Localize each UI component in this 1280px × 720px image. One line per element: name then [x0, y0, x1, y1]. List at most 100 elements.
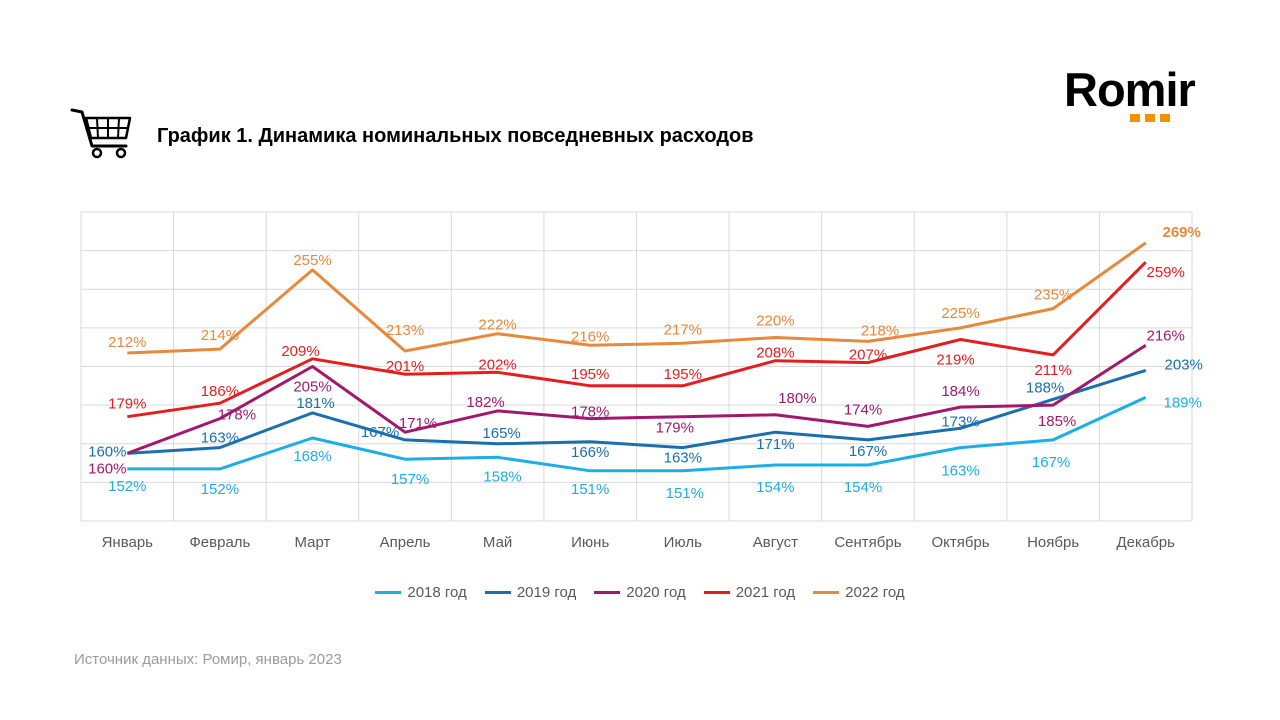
series-line [127, 368, 1147, 455]
legend-label: 2021 год [735, 584, 796, 601]
legend-item: 2022 год [813, 584, 905, 601]
data-label: 213% [386, 322, 424, 339]
x-tick-label: Ноябрь [1027, 534, 1079, 551]
legend-item: 2020 год [594, 584, 686, 601]
data-label: 154% [844, 479, 882, 496]
series-line [126, 344, 1147, 455]
shopping-cart-icon [70, 108, 132, 159]
data-label: 163% [664, 450, 702, 467]
data-label: 219% [936, 352, 974, 369]
data-label: 174% [844, 401, 882, 418]
x-tick-label: Май [483, 534, 512, 551]
series-line [127, 241, 1147, 355]
data-label: 158% [483, 468, 521, 485]
logo-dot [1130, 114, 1140, 122]
series-line [127, 396, 1147, 473]
data-label: 211% [1034, 362, 1071, 379]
data-label: 178% [571, 404, 609, 421]
data-label: 203% [1165, 356, 1203, 373]
data-label: 160% [88, 443, 126, 460]
data-label: 186% [201, 383, 239, 400]
data-label: 167% [361, 424, 399, 441]
legend-swatch [375, 591, 402, 594]
data-label: 218% [861, 322, 899, 339]
data-label: 179% [108, 396, 146, 413]
x-tick-label: Апрель [380, 534, 431, 551]
data-label: 220% [756, 313, 794, 330]
legend-item: 2019 год [484, 584, 577, 601]
data-label: 163% [941, 463, 979, 480]
x-tick-label: Август [753, 534, 798, 551]
data-label: 178% [218, 407, 256, 424]
data-label: 207% [849, 347, 887, 364]
data-source-note: Источник данных: Ромир, январь 2023 [74, 651, 342, 668]
data-label: 152% [108, 478, 146, 495]
line-chart: Январь Февраль Март Апрель Май Июнь Июль Август… [80, 211, 1203, 551]
data-label: 168% [293, 448, 331, 465]
x-tick-label: Октябрь [931, 534, 989, 551]
data-label: 222% [478, 317, 516, 334]
data-label: 214% [201, 327, 239, 344]
data-label: 182% [466, 394, 504, 411]
data-label: 173% [941, 413, 979, 430]
x-tick-label: Январь [102, 534, 154, 551]
data-label: 195% [571, 366, 609, 383]
data-label: 160% [88, 460, 126, 477]
logo-dot [1145, 114, 1155, 122]
legend-swatch [703, 591, 730, 594]
data-label: 255% [293, 252, 331, 269]
data-label: 212% [108, 334, 146, 351]
data-label: 216% [571, 328, 609, 345]
data-label: 209% [281, 343, 319, 360]
legend-label: 2018 год [407, 584, 467, 601]
legend-swatch [594, 591, 621, 594]
data-label: 154% [756, 479, 794, 496]
legend-label: 2020 год [626, 584, 686, 601]
data-label: 152% [201, 481, 239, 498]
logo-text: Romir [1064, 63, 1196, 116]
data-label: 259% [1147, 264, 1185, 281]
data-label: 167% [1032, 454, 1070, 471]
data-label: 179% [656, 420, 694, 437]
data-label: 216% [1147, 327, 1185, 344]
data-label: 166% [571, 444, 609, 461]
data-label: 151% [666, 485, 704, 502]
series-line [127, 261, 1147, 419]
chart-title: График 1. Динамика номинальных повседнев… [157, 125, 754, 147]
data-label: 195% [664, 366, 702, 383]
data-label: 157% [391, 471, 429, 488]
x-tick-label: Март [295, 534, 331, 551]
x-tick-label: Февраль [189, 534, 250, 551]
x-tick-label: Декабрь [1116, 534, 1175, 551]
data-label: 202% [478, 356, 516, 373]
legend-label: 2022 год [845, 584, 905, 601]
data-label: 217% [664, 321, 702, 338]
data-label: 167% [849, 443, 887, 460]
x-tick-label: Сентябрь [834, 534, 901, 551]
data-label: 269% [1163, 224, 1201, 241]
data-label: 184% [941, 383, 979, 400]
data-label: 171% [756, 436, 794, 453]
data-label: 205% [293, 379, 331, 396]
data-label: 188% [1026, 379, 1064, 396]
data-label: 163% [201, 430, 239, 447]
data-label: 171% [399, 415, 437, 432]
x-tick-label: Июнь [571, 534, 609, 551]
data-label: 181% [296, 395, 334, 412]
data-label: 185% [1038, 413, 1076, 430]
data-label: 189% [1164, 394, 1202, 411]
legend-swatch [813, 591, 840, 594]
legend-item: 2021 год [703, 584, 796, 601]
logo-dot [1160, 114, 1170, 122]
legend-swatch [484, 591, 511, 594]
data-label: 235% [1034, 287, 1072, 304]
legend-item: 2018 год [375, 584, 467, 601]
data-label: 151% [571, 481, 609, 498]
data-label: 165% [482, 425, 520, 442]
chart-legend: 2018 год 2019 год 2020 год 2021 год 2022 год [0, 584, 1280, 601]
x-tick-label: Июль [664, 534, 702, 551]
legend-label: 2019 год [516, 584, 577, 601]
data-label: 225% [941, 305, 979, 322]
data-label: 180% [778, 390, 816, 407]
data-label: 208% [756, 345, 794, 362]
